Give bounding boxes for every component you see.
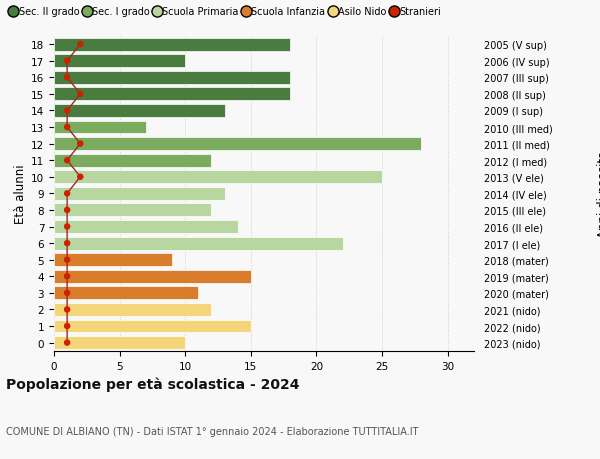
- Point: [62, 290, 72, 297]
- Point: [62, 323, 72, 330]
- Bar: [54, 303, 211, 316]
- Bar: [54, 187, 224, 201]
- Bar: [54, 88, 290, 101]
- Bar: [54, 270, 251, 283]
- Point: [62, 207, 72, 214]
- Point: [76, 140, 85, 148]
- Bar: [54, 237, 343, 250]
- Bar: [54, 204, 211, 217]
- Bar: [54, 221, 238, 234]
- Bar: [54, 105, 224, 118]
- Point: [62, 74, 72, 82]
- Point: [62, 257, 72, 264]
- Bar: [54, 154, 211, 167]
- Point: [62, 273, 72, 280]
- Bar: [54, 287, 199, 300]
- Bar: [54, 39, 290, 51]
- Legend: Sec. II grado, Sec. I grado, Scuola Primaria, Scuola Infanzia, Asilo Nido, Stran: Sec. II grado, Sec. I grado, Scuola Prim…: [11, 7, 441, 17]
- Text: Popolazione per età scolastica - 2024: Popolazione per età scolastica - 2024: [6, 376, 299, 391]
- Text: COMUNE DI ALBIANO (TN) - Dati ISTAT 1° gennaio 2024 - Elaborazione TUTTITALIA.IT: COMUNE DI ALBIANO (TN) - Dati ISTAT 1° g…: [6, 426, 419, 436]
- Bar: [54, 121, 146, 134]
- Bar: [54, 320, 251, 333]
- Point: [76, 91, 85, 98]
- Point: [76, 41, 85, 49]
- Bar: [54, 254, 172, 267]
- Point: [62, 157, 72, 164]
- Y-axis label: Età alunni: Età alunni: [14, 164, 27, 224]
- Bar: [54, 55, 185, 68]
- Point: [62, 306, 72, 313]
- Bar: [54, 72, 290, 84]
- Bar: [54, 171, 382, 184]
- Bar: [54, 336, 185, 349]
- Point: [62, 190, 72, 197]
- Point: [62, 224, 72, 231]
- Point: [62, 240, 72, 247]
- Point: [62, 339, 72, 347]
- Y-axis label: Anni di nascita: Anni di nascita: [597, 151, 600, 237]
- Bar: [54, 138, 421, 151]
- Point: [62, 107, 72, 115]
- Point: [76, 174, 85, 181]
- Point: [62, 58, 72, 65]
- Point: [62, 124, 72, 131]
